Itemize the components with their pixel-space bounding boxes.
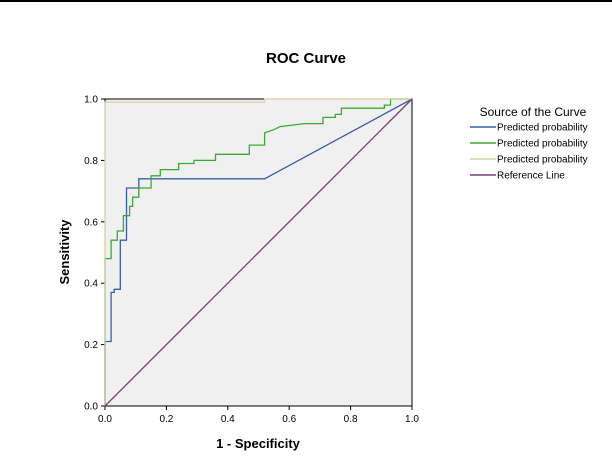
series-line-3 [104,98,412,406]
legend-label-1: Predicted probability [497,123,588,134]
x-tick-label: 0.4 [221,414,235,425]
series-group [104,98,413,407]
chart-title: ROC Curve [266,50,346,67]
y-tick-label: 1.0 [84,95,98,106]
legend: Source of the Curve Predicted probabilit… [470,105,588,182]
legend-label-4: Reference Line [497,171,565,182]
x-tick-label: 0.8 [344,414,358,425]
x-tick-label: 1.0 [405,414,419,425]
y-axis-title: Sensitivity [57,219,72,285]
series-line-2 [104,98,412,406]
top-rule [0,0,612,2]
x-axis-title: 1 - Specificity [216,436,301,451]
x-tick-label: 0.0 [98,414,112,425]
y-tick-label: 0.4 [84,279,98,290]
series-line-1 [104,98,413,406]
legend-title: Source of the Curve [480,105,587,119]
x-tick-label: 0.2 [159,414,173,425]
legend-label-3: Predicted probability [497,155,588,166]
x-axis: 0.0 0.2 0.4 0.6 0.8 1.0 [98,406,419,425]
series-line-4 [104,98,413,407]
legend-label-2: Predicted probability [497,139,588,150]
y-tick-label: 0.0 [84,402,98,413]
x-tick-label: 0.6 [282,414,296,425]
y-tick-label: 0.8 [84,156,98,167]
y-axis: 0.0 0.2 0.4 0.6 0.8 1.0 [84,95,105,413]
y-tick-label: 0.6 [84,217,98,228]
y-tick-label: 0.2 [84,340,98,351]
